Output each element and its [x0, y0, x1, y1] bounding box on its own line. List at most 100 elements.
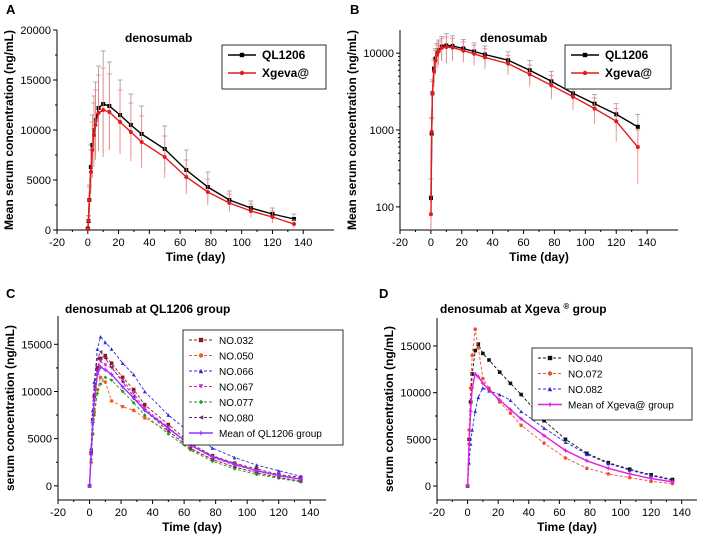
panel-a-y-tick-label: 5000: [27, 175, 51, 187]
panel-a-y-tick-label: 15000: [20, 75, 51, 87]
panel-d-legend-label: NO.072: [568, 370, 603, 381]
panel-a-series-1-point: [87, 198, 92, 202]
panel-b-x-tick-label: -20: [392, 237, 408, 249]
panel-c-series-2-point: [95, 347, 100, 351]
panel-b-y-tick-label: 100: [376, 202, 394, 214]
panel-c-x-tick-label: 120: [270, 507, 288, 519]
panel-d-series-1-point: [563, 456, 568, 460]
panel-b-label: B: [350, 2, 359, 17]
panel-d-series-2-point: [627, 468, 632, 472]
panel-c-series-6-point: [298, 477, 303, 482]
panel-c-series-6-point: [166, 426, 171, 431]
panel-d-x-tick-label: 120: [642, 507, 660, 519]
panel-a-x-tick-label: 0: [85, 237, 91, 249]
panel-b-series-1-point: [635, 145, 640, 150]
panel-d-series-0-point: [563, 437, 568, 442]
panel-b-legend-box: [564, 44, 672, 90]
panel-d-series-3-point: [473, 372, 478, 376]
panel-c-series-5-point: [232, 465, 237, 469]
panel-a-series-1-point: [101, 108, 106, 112]
panel-c-series-2-point: [103, 340, 108, 345]
panel-c-series-4-point: [298, 480, 303, 484]
panel-c-series-3-point: [131, 391, 136, 396]
panel-c-legend-box: [182, 329, 344, 446]
panel-b-series-1-point: [436, 49, 441, 54]
panel-b-series-1-point: [444, 45, 449, 50]
panel-a-series-1-point: [227, 201, 232, 205]
panel-c-series-2-line: [89, 335, 301, 486]
panel-c-series-6-point: [142, 408, 147, 413]
panel-a-y-tick-label: 20000: [20, 25, 51, 37]
panel-c-series-6-point: [210, 454, 215, 459]
panel-d-legend-marker: [547, 355, 553, 361]
panel-c-series-1-point: [120, 404, 125, 409]
panel-c-x-tick-label: 80: [210, 507, 222, 519]
panel-d-series-3-point: [497, 398, 502, 403]
panel-a-x-tick-label: 100: [232, 237, 250, 249]
panel-c-series-2-point: [276, 468, 281, 473]
panel-d-series-0-point: [508, 381, 513, 386]
panel-c-series-1-point: [131, 408, 136, 413]
panel-a-series-1-point: [139, 140, 144, 144]
panel-c-series-2-point: [210, 446, 215, 450]
panel-c-series-6-point: [232, 462, 237, 467]
panel-b-series-1-point: [570, 94, 575, 99]
panel-b-series-1-point: [429, 129, 434, 134]
panel-c-series-0-point: [103, 353, 108, 358]
panel-b-x-tick-label: 20: [456, 237, 468, 249]
panel-d-series-3-point: [649, 476, 654, 481]
panel-a-series-1-point: [270, 215, 275, 219]
panel-d-series-0-point: [481, 351, 485, 356]
panel-b-series-1-point: [506, 61, 511, 66]
panel-a-series-1-point: [93, 123, 98, 127]
panel-d-series-1-point: [606, 472, 611, 476]
panel-c-series-3-line: [89, 360, 301, 486]
panel-d-legend-label: Mean of Xgeva@ group: [568, 401, 674, 412]
panel-c-series-6-point: [120, 384, 125, 389]
panel-b-x-axis-label: Time (day): [509, 250, 569, 264]
panel-c-series-1-point: [109, 399, 114, 403]
panel-c-series-5-point: [103, 356, 108, 361]
panel-c-series-2-point: [98, 334, 103, 339]
panel-d-series-1-line: [467, 329, 673, 487]
panel-a-series-1-line: [87, 109, 295, 230]
panel-b-series-1-point: [431, 69, 436, 74]
panel-d-legend-label: NO.040: [568, 354, 603, 365]
panel-b-x-tick-label: 60: [517, 237, 529, 249]
panel-d-series-1-point: [470, 353, 474, 358]
panel-d-x-tick-label: 40: [523, 507, 535, 519]
panel-b-legend-label: Xgeva@: [605, 66, 652, 80]
panel-c-y-tick-label: 0: [46, 481, 52, 493]
panel-c-x-tick-label: 100: [238, 507, 256, 519]
panel-c-series-2-point: [142, 389, 147, 394]
panel-d-series-2-point: [497, 392, 502, 397]
panel-c-series-1-point: [142, 416, 147, 420]
panel-c-x-tick-label: 20: [115, 507, 127, 519]
panel-c-series-4-point: [254, 472, 259, 477]
panel-d-x-tick-label: -20: [429, 507, 445, 519]
panel-a-legend-box: [221, 44, 327, 90]
panel-c-legend-marker: [198, 384, 204, 389]
panel-c-legend-marker: [198, 353, 204, 358]
panel-c-series-4-point: [95, 391, 100, 396]
panel-b-series-0-point: [635, 124, 640, 129]
panel-b-x-tick-label: 120: [607, 237, 625, 249]
panel-a-legend-marker: [239, 70, 245, 76]
panel-a-y-axis-label: Mean serum concentration (ng/mL): [2, 30, 16, 230]
panel-c-series-5-point: [210, 457, 215, 462]
panel-a-series-1-point: [88, 170, 93, 174]
panel-d-y-axis-label: serum concentration (ng/mL): [382, 326, 396, 492]
panel-d-series-2-point: [585, 452, 589, 457]
panel-c-legend-marker: [198, 430, 204, 436]
panel-c-series-6-point: [98, 364, 103, 369]
panel-d-x-axis-label: Time (day): [537, 520, 597, 534]
panel-d-series-2-point: [606, 461, 611, 466]
panel-d-series-3-point: [476, 374, 481, 379]
panel-a-legend-label: Xgeva@: [262, 66, 309, 80]
panel-a-series-1-point: [96, 111, 101, 115]
panel-b-y-axis-label: Mean serum concentration (ng/mL): [345, 30, 359, 230]
panel-d-series-2-point: [563, 440, 568, 444]
panel-d-series-3-point: [465, 484, 470, 488]
panel-a-series-1-point: [184, 175, 189, 179]
panel-c-series-6-point: [95, 372, 100, 377]
